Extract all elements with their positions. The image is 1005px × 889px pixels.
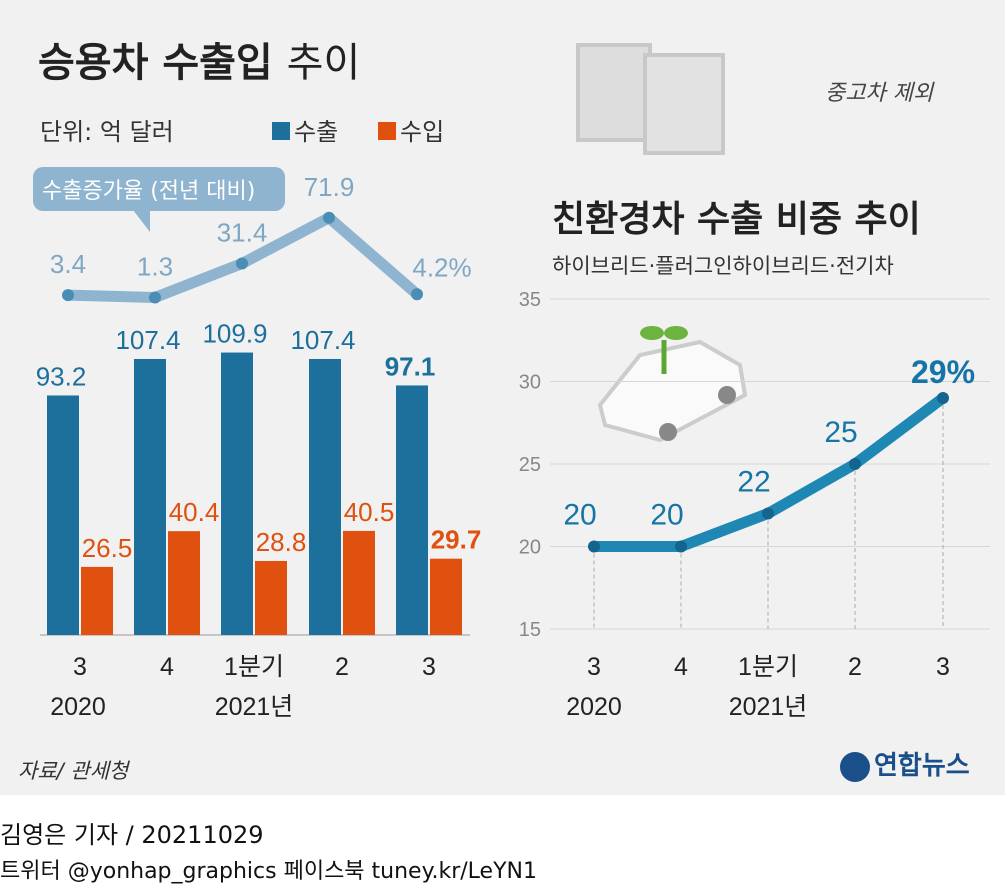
bar-import [81, 566, 113, 635]
x-tick-label: 3 [422, 653, 436, 681]
legend-swatch-export [272, 122, 290, 140]
legend-export: 수출 [272, 112, 338, 147]
x-tick-label: 3 [936, 653, 950, 681]
x-tick-label: 1분기 [224, 653, 284, 681]
bar-value-label: 109.9 [202, 319, 267, 349]
x-tick-label: 1분기 [738, 653, 798, 681]
growth-value-label: 71.9 [304, 172, 355, 202]
bar-import [430, 558, 462, 635]
growth-value-label: 1.3 [137, 252, 173, 282]
crate-illustration [576, 43, 725, 155]
bar-value-label: 107.4 [290, 325, 355, 355]
bar-export [309, 358, 341, 635]
bar-import [255, 560, 287, 635]
logo-globe-icon [840, 751, 870, 782]
right-title: 친환경차 수출 비중 추이 [552, 199, 921, 240]
right-subtitle: 하이브리드·플러그인하이브리드·전기차 [552, 254, 894, 278]
bar-export [134, 358, 166, 635]
eco-value-label: 20 [563, 499, 596, 532]
title: 승용차 수출입 추이 [38, 30, 360, 88]
growth-callout-label: 수출증가율 (전년 대비) [42, 179, 255, 204]
growth-value-label: 31.4 [217, 218, 268, 248]
social: 트위터 @yonhap_graphics 페이스북 tuney.kr/LeYN1 [0, 859, 537, 884]
bar-value-label: 29.7 [431, 525, 482, 555]
y-tick-label: 30 [519, 372, 541, 394]
bar-value-label: 93.2 [36, 361, 87, 391]
growth-callout-bubble [33, 167, 285, 211]
bar-value-label: 97.1 [385, 351, 436, 381]
x-tick-label: 4 [160, 653, 174, 681]
x-tick-label: 2 [335, 653, 349, 681]
growth-value-label: 3.4 [50, 249, 86, 279]
year-label: 2021년 [729, 693, 808, 721]
bar-value-label: 28.8 [256, 527, 307, 557]
growth-point [323, 211, 335, 224]
y-tick-label: 20 [519, 537, 541, 559]
x-tick-label: 2 [848, 653, 862, 681]
x-tick-label: 4 [674, 653, 688, 681]
year-label: 2020 [566, 693, 622, 721]
logo: 연합뉴스 [840, 745, 970, 782]
unit-label: 단위: 억 달러 [40, 118, 174, 146]
bar-export [47, 395, 79, 635]
eco-value-label: 29% [911, 354, 975, 390]
growth-point [62, 289, 74, 302]
year-label: 2021년 [215, 693, 294, 721]
bar-value-label: 40.5 [344, 497, 395, 527]
legend-import-label: 수입 [400, 118, 445, 146]
bar-import [168, 531, 200, 635]
eco-value-label: 20 [650, 499, 683, 532]
eco-value-label: 22 [737, 466, 770, 499]
year-label: 2020 [50, 693, 106, 721]
eco-point [675, 540, 687, 553]
title-bold: 승용차 수출입 [38, 40, 273, 86]
growth-value-label: 4.2% [412, 252, 471, 282]
growth-point [149, 291, 161, 304]
eco-value-label: 25 [824, 416, 857, 449]
eco-point [762, 507, 774, 520]
legend-export-label: 수출 [294, 118, 339, 146]
bar-value-label: 40.4 [169, 497, 220, 527]
y-tick-label: 35 [519, 289, 541, 311]
y-tick-label: 25 [519, 454, 541, 476]
legend-swatch-import [378, 122, 396, 140]
note: 중고차 제외 [825, 81, 934, 106]
bar-import [343, 530, 375, 635]
legend-import: 수입 [378, 112, 444, 147]
infographic-panel [0, 0, 1005, 795]
growth-callout-tail [133, 210, 150, 232]
x-tick-label: 3 [587, 653, 601, 681]
bar-export [396, 385, 428, 635]
x-tick-label: 3 [73, 653, 87, 681]
charts-svg: 93.2 107.4 109.9 107.4 97.1 26.5 40.4 28.8 40.5 2… [33, 43, 990, 721]
car-illustration [597, 326, 748, 443]
title-light: 추이 [286, 40, 361, 86]
bar-value-label: 107.4 [115, 325, 180, 355]
growth-point [411, 288, 423, 301]
logo-text: 연합뉴스 [874, 751, 970, 781]
growth-point [236, 257, 248, 270]
source: 자료/ 관세청 [18, 759, 129, 783]
byline: 김영은 기자 / 20211029 [0, 821, 264, 849]
eco-point [937, 392, 949, 404]
bar-export [221, 352, 253, 635]
eco-point [849, 458, 861, 470]
bar-value-label: 26.5 [82, 533, 133, 563]
eco-point [588, 540, 600, 553]
y-tick-label: 15 [519, 619, 541, 641]
